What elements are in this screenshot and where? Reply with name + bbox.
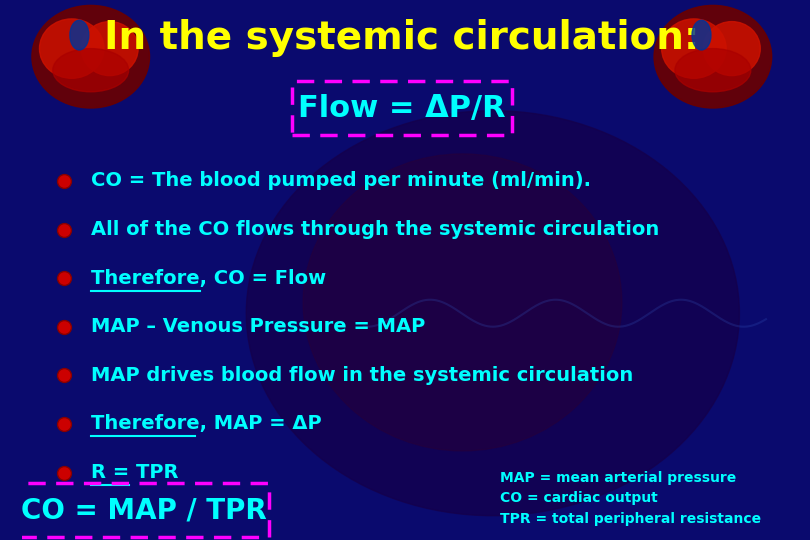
Text: R = TPR: R = TPR: [91, 463, 178, 482]
Ellipse shape: [654, 5, 772, 108]
Text: CO = The blood pumped per minute (ml/min).: CO = The blood pumped per minute (ml/min…: [91, 171, 590, 191]
Text: MAP drives blood flow in the systemic circulation: MAP drives blood flow in the systemic ci…: [91, 366, 633, 385]
Ellipse shape: [70, 20, 89, 50]
Text: Flow = ΔP/R: Flow = ΔP/R: [298, 93, 505, 123]
Ellipse shape: [246, 111, 740, 516]
Text: MAP – Venous Pressure = MAP: MAP – Venous Pressure = MAP: [91, 317, 425, 336]
Ellipse shape: [40, 19, 104, 78]
Text: Therefore, MAP = ΔP: Therefore, MAP = ΔP: [91, 414, 322, 434]
Ellipse shape: [703, 22, 761, 76]
Ellipse shape: [692, 20, 711, 50]
Text: CO = MAP / TPR: CO = MAP / TPR: [21, 496, 266, 524]
Text: In the systemic circulation:: In the systemic circulation:: [104, 19, 700, 57]
Text: All of the CO flows through the systemic circulation: All of the CO flows through the systemic…: [91, 220, 659, 239]
Text: CO = cardiac output: CO = cardiac output: [501, 491, 659, 505]
Ellipse shape: [303, 154, 622, 451]
Ellipse shape: [675, 49, 751, 92]
Ellipse shape: [81, 22, 139, 76]
Ellipse shape: [662, 19, 726, 78]
Ellipse shape: [32, 5, 150, 108]
Text: Therefore, CO = Flow: Therefore, CO = Flow: [91, 268, 326, 288]
Text: MAP = mean arterial pressure: MAP = mean arterial pressure: [501, 471, 736, 485]
Ellipse shape: [53, 49, 129, 92]
Text: TPR = total peripheral resistance: TPR = total peripheral resistance: [501, 512, 761, 526]
